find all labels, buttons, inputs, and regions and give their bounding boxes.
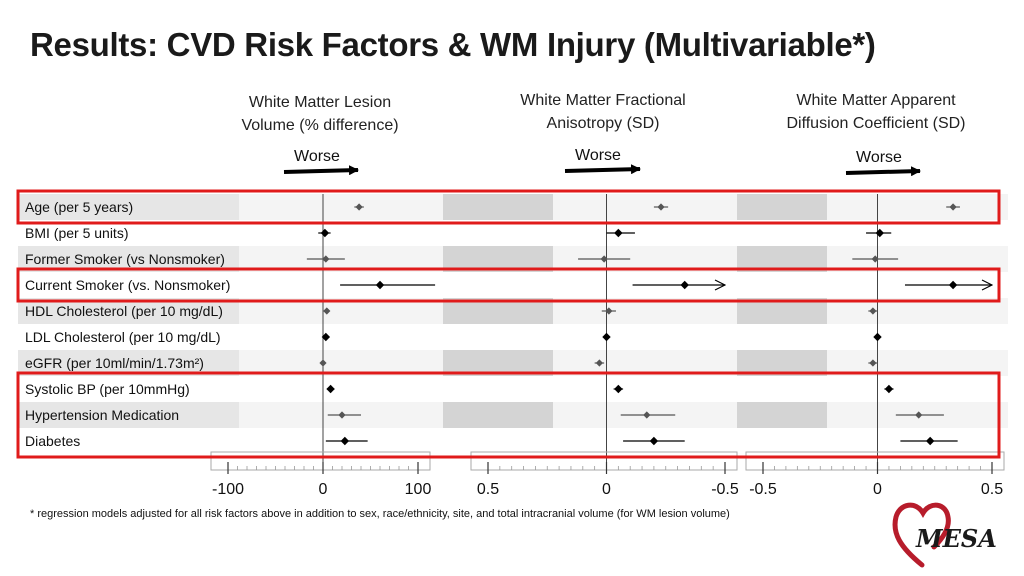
estimate-marker <box>869 359 877 367</box>
tick-label: -0.5 <box>711 481 739 498</box>
estimate-marker <box>925 436 935 446</box>
estimate-marker <box>649 436 659 446</box>
panel-2-title: White Matter Fractional Anisotropy (SD) <box>493 89 713 135</box>
estimate-marker <box>657 203 665 211</box>
axis-frame <box>470 451 738 471</box>
tick-label: 0 <box>602 481 611 498</box>
tick-label: 0 <box>319 481 328 498</box>
row-label: LDL Cholesterol (per 10 mg/dL) <box>25 329 221 345</box>
estimate-marker <box>643 411 651 419</box>
estimate-marker <box>614 228 623 238</box>
estimate-marker <box>875 228 884 238</box>
row-band-panel-3a <box>737 402 827 428</box>
estimate-marker <box>884 384 894 394</box>
panel-1-title-line-1: White Matter Lesion <box>248 94 392 111</box>
tick-label: 0.5 <box>477 481 499 498</box>
tick-label: 100 <box>405 481 432 498</box>
estimate-marker <box>949 203 957 211</box>
panel-3-title-line-1: White Matter Apparent <box>796 92 956 109</box>
worse-arrow-1 <box>283 165 359 176</box>
axis-frame <box>210 451 431 471</box>
slide-title: Results: CVD Risk Factors & WM Injury (M… <box>30 26 876 63</box>
estimate-marker <box>605 307 613 315</box>
highlight-box <box>16 267 1001 303</box>
tick-label: -0.5 <box>749 481 777 498</box>
estimate-marker <box>355 203 363 211</box>
panel-3-title-line-2: Diffusion Coefficient (SD) <box>786 115 966 132</box>
estimate-marker <box>595 359 603 367</box>
panel-1-title: White Matter Lesion Volume (% difference… <box>220 91 420 137</box>
row-label: eGFR (per 10ml/min/1.73m²) <box>25 355 204 371</box>
worse-label-1: Worse <box>294 148 340 165</box>
estimate-marker <box>320 228 330 238</box>
estimate-marker <box>873 332 882 342</box>
row-label: Current Smoker (vs. Nonsmoker) <box>25 277 230 293</box>
tick-label: -100 <box>212 481 244 498</box>
estimate-marker <box>319 359 327 367</box>
highlight-box <box>16 189 1001 225</box>
estimate-marker <box>338 411 346 419</box>
mesa-logo: MESA <box>892 502 997 568</box>
panel-2-title-line-1: White Matter Fractional <box>520 92 686 109</box>
logo-text: MESA <box>915 524 997 553</box>
estimate-marker <box>869 307 877 315</box>
panel-3-title: White Matter Apparent Diffusion Coeffici… <box>766 89 986 135</box>
row-band-panel-1 <box>239 194 443 220</box>
worse-label-2: Worse <box>575 147 621 164</box>
tick-label: 0.5 <box>981 481 1003 498</box>
row-band-panel-2b <box>553 194 737 220</box>
highlight-box <box>16 371 1001 459</box>
row-label: Systolic BP (per 10mmHg) <box>25 381 190 397</box>
forest-plot: -100 0 100 0.5 0 -0.5 -0.5 0 0.5 Age (per 5 year… <box>16 164 1008 498</box>
row-band-panel-3b <box>827 194 1008 220</box>
estimate-marker <box>602 332 611 342</box>
tick-label: 0 <box>873 481 882 498</box>
worse-arrow-2 <box>564 164 641 175</box>
estimate-marker <box>323 307 331 315</box>
estimate-marker <box>614 384 623 394</box>
footnote: * regression models adjusted for all ris… <box>30 508 730 520</box>
estimate-marker <box>680 280 689 290</box>
row-label: Age (per 5 years) <box>25 199 133 215</box>
estimate-marker <box>915 411 923 419</box>
row-band-panel-2a <box>443 402 553 428</box>
estimate-marker <box>321 332 331 342</box>
heart-icon <box>892 502 951 568</box>
estimate-marker <box>340 436 350 446</box>
row-label: Diabetes <box>25 433 80 449</box>
row-label: HDL Cholesterol (per 10 mg/dL) <box>25 303 223 319</box>
row-label: Former Smoker (vs Nonsmoker) <box>25 251 225 267</box>
axis-frame <box>745 451 1005 471</box>
worse-label-3: Worse <box>856 149 902 166</box>
estimate-marker <box>326 384 335 394</box>
row-label: Hypertension Medication <box>25 407 179 423</box>
estimate-marker <box>322 255 330 263</box>
row-band-label <box>18 194 239 220</box>
estimate-marker <box>375 280 385 290</box>
row-band-panel-2a <box>443 194 553 220</box>
estimate-marker <box>948 280 958 290</box>
row-band-label <box>18 402 239 428</box>
worse-arrow-3 <box>845 166 921 177</box>
row-band-panel-3a <box>737 194 827 220</box>
estimate-marker <box>600 255 608 263</box>
row-label: BMI (per 5 units) <box>25 225 128 241</box>
panel-1-title-line-2: Volume (% difference) <box>241 117 399 134</box>
estimate-marker <box>871 255 879 263</box>
panel-2-title-line-2: Anisotropy (SD) <box>546 115 660 132</box>
